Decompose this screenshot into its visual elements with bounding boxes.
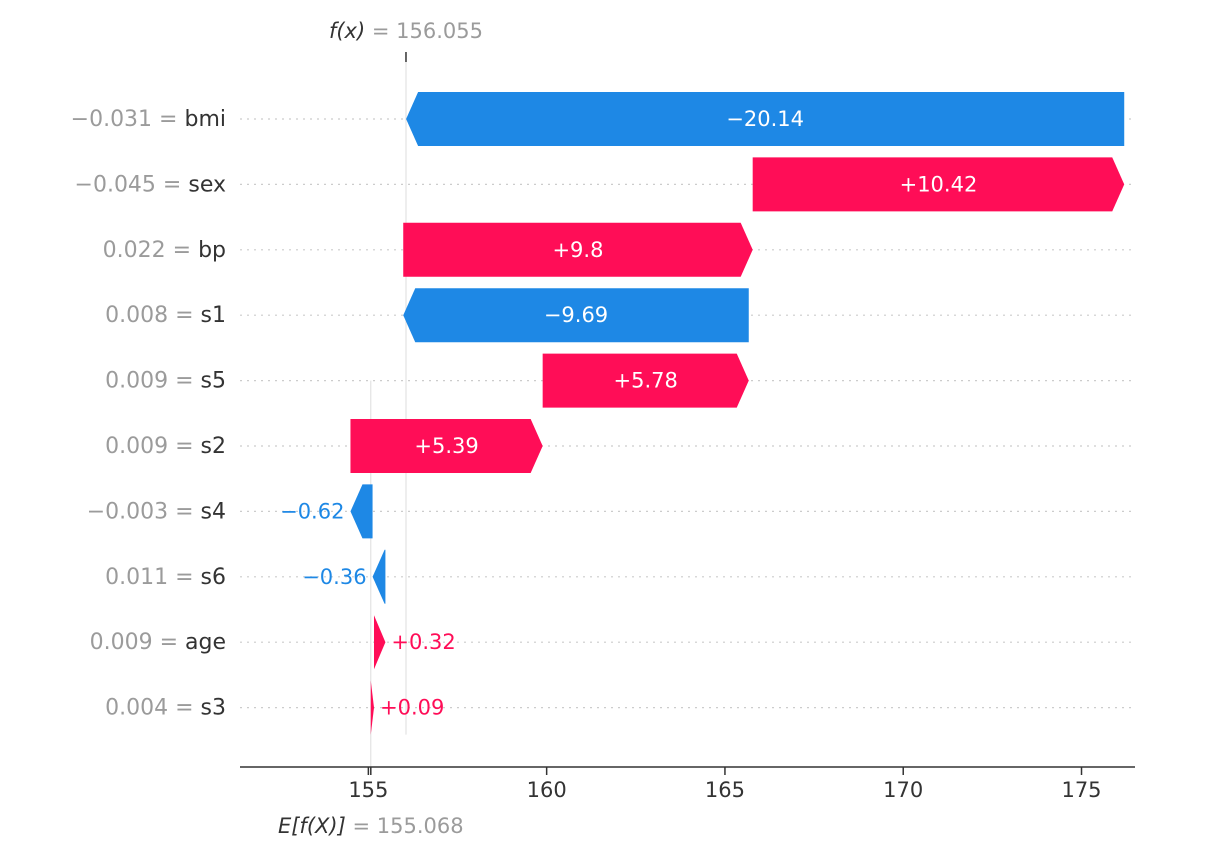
feature-name: s1	[201, 303, 226, 328]
equals-sign: =	[166, 237, 198, 262]
bar-age	[374, 615, 386, 670]
bar-s1	[403, 288, 749, 343]
feature-label-s3: 0.004 = s3	[105, 695, 226, 720]
bar-label-s3: +0.09	[380, 696, 444, 720]
feature-value: 0.004	[105, 695, 168, 720]
equals-sign: =	[153, 630, 185, 655]
feature-value: −0.045	[75, 172, 156, 197]
expected-label: E[f(X)] = 155.068	[278, 814, 464, 838]
feature-label-s2: 0.009 = s2	[105, 434, 226, 459]
feature-label-bp: 0.022 = bp	[103, 237, 226, 262]
bar-label-s4: −0.62	[280, 499, 344, 523]
bar-s5	[542, 353, 749, 408]
bar-label-bmi: −20.14	[726, 107, 804, 131]
feature-name: s4	[201, 499, 226, 524]
bar-s4	[350, 484, 373, 539]
bar-bmi	[406, 92, 1125, 146]
bar-label-age: +0.32	[391, 630, 455, 654]
bar-label-s6: −0.36	[302, 565, 366, 589]
bar-s3	[370, 680, 375, 735]
fx-annotation: f(x) = 156.055	[329, 19, 483, 43]
feature-name: bp	[198, 237, 226, 262]
bar-label-sex: +10.42	[900, 172, 978, 196]
feature-name: s2	[201, 434, 226, 459]
x-axis: 155 160 165 170 175	[240, 766, 1135, 802]
feature-value: 0.009	[105, 368, 168, 393]
bar-s2	[350, 419, 543, 473]
fx-label-value: = 156.055	[365, 19, 483, 43]
x-tick-label: 155	[348, 778, 388, 802]
expected-value-annotation: E[f(X)] = 155.068	[278, 814, 464, 838]
equals-sign: =	[156, 172, 188, 197]
bar-label-s5: +5.78	[614, 369, 678, 393]
bar-label-s2: +5.39	[414, 434, 478, 458]
feature-label-s5: 0.009 = s5	[105, 368, 226, 393]
feature-name: s6	[201, 564, 226, 589]
expected-label-value: = 155.068	[346, 814, 464, 838]
feature-labels: −0.031 = bmi −0.045 = sex 0.022 = bp 0.008 …	[71, 107, 226, 721]
feature-label-s4: −0.003 = s4	[87, 499, 226, 524]
fx-label-name: f(x)	[329, 19, 365, 43]
feature-value: 0.008	[105, 303, 168, 328]
feature-value: 0.009	[105, 434, 168, 459]
feature-value: −0.003	[87, 499, 168, 524]
x-tick-label: 175	[1061, 778, 1101, 802]
feature-value: −0.031	[71, 107, 152, 132]
bar-label-s1: −9.69	[544, 303, 608, 327]
x-tick-label: 170	[883, 778, 923, 802]
feature-name: s3	[201, 695, 226, 720]
equals-sign: =	[168, 303, 200, 328]
fx-label: f(x) = 156.055	[329, 19, 483, 43]
feature-value: 0.011	[105, 564, 168, 589]
feature-value: 0.022	[103, 237, 166, 262]
feature-name: sex	[188, 172, 226, 197]
bars: −20.14 +10.42 +9.8 −9.69 +5.78 +5.39 −0.62 −0.3…	[280, 92, 1125, 735]
equals-sign: =	[168, 499, 200, 524]
x-tick-label: 160	[527, 778, 567, 802]
equals-sign: =	[168, 564, 200, 589]
bar-sex	[752, 157, 1125, 212]
feature-name: bmi	[184, 107, 226, 132]
bar-label-bp: +9.8	[552, 238, 603, 262]
x-tick-label: 165	[705, 778, 745, 802]
feature-label-age: 0.009 = age	[90, 630, 226, 655]
feature-label-s1: 0.008 = s1	[105, 303, 226, 328]
feature-value: 0.009	[90, 630, 153, 655]
bar-bp	[403, 222, 753, 277]
feature-label-s6: 0.011 = s6	[105, 564, 226, 589]
equals-sign: =	[152, 107, 184, 132]
feature-label-sex: −0.045 = sex	[75, 172, 226, 197]
equals-sign: =	[168, 434, 200, 459]
feature-name: age	[185, 630, 226, 655]
equals-sign: =	[168, 368, 200, 393]
feature-label-bmi: −0.031 = bmi	[71, 107, 226, 132]
expected-label-name: E[f(X)]	[278, 814, 346, 838]
equals-sign: =	[168, 695, 200, 720]
feature-name: s5	[201, 368, 226, 393]
bar-s6	[372, 549, 386, 604]
